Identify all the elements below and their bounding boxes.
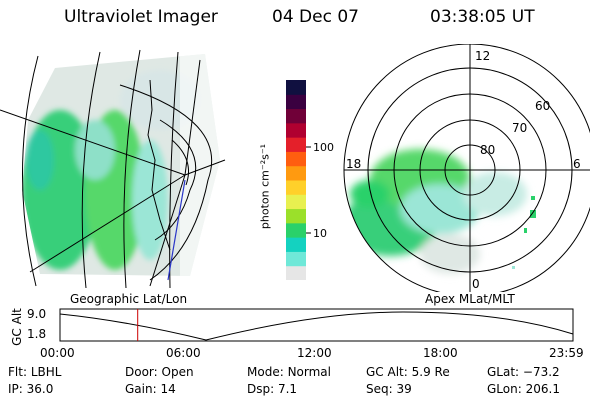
polar-grid [343,44,590,292]
colorbar-tick-label-100: 100 [313,141,334,154]
polar-lat-80: 80 [480,143,495,157]
status-gain-value: 14 [160,382,176,396]
altitude-xtick-2359: 23:59 [549,346,584,360]
altitude-xtick-1800: 18:00 [423,346,458,360]
polar-aurora-image [344,149,536,274]
status-dsp: Dsp: 7.1 [247,382,297,396]
polar-map-label: Apex MLat/MLT [425,292,515,306]
colorbar-unit-label: photon cm⁻²s⁻¹ [258,143,272,230]
geo-map-label: Geographic Lat/Lon [70,292,188,306]
polar-map: 12 6 0 18 60 70 80 [343,44,590,292]
status-ip: IP: 36.0 [8,382,53,396]
geo-aurora-image [22,54,220,276]
status-seq-value: 39 [396,382,412,396]
polar-mlt-12: 12 [475,49,490,63]
colorbar-segment [286,94,306,110]
status-dsp-value: 7.1 [277,382,298,396]
colorbar-segment [286,265,306,281]
colorbar-tick-label-10: 10 [313,227,327,240]
colorbar-segment [286,108,306,124]
observation-time: 03:38:05 UT [430,7,535,27]
status-seq: Seq: 39 [366,382,412,396]
altitude-xtick-0000: 00:00 [40,346,75,360]
altitude-xtick-1200: 12:00 [297,346,332,360]
geo-coastline [147,79,171,251]
status-gain: Gain: 14 [125,382,176,396]
colorbar [286,80,306,281]
polar-lat-70: 70 [512,121,527,135]
colorbar-segment [286,165,306,181]
polar-mlt-0: 0 [472,277,480,291]
altitude-plot-frame [59,308,574,342]
status-gc-alt-label: GC Alt: [366,365,408,379]
status-door-value: Open [161,365,194,379]
altitude-ytick-top: 9.0 [27,307,47,321]
status-glon: GLon: 206.1 [487,382,560,396]
status-door-label: Door: [125,365,158,379]
geographic-map [0,49,226,289]
colorbar-segment [286,237,306,252]
altitude-xtick-0600: 06:00 [166,346,201,360]
status-ip-label: IP: [8,382,23,396]
status-glon-label: GLon: [487,382,522,396]
colorbar-axis [306,146,311,234]
status-filter: Flt: LBHL [8,365,61,379]
colorbar-segment [286,251,306,267]
colorbar-segment [286,151,306,167]
colorbar-segment [286,194,306,210]
status-mode-label: Mode: [247,365,284,379]
status-filter-value: LBHL [30,365,62,379]
status-glon-value: 206.1 [525,382,560,396]
colorbar-segment [286,122,306,138]
colorbar-segment [286,137,306,152]
polar-mlt-6: 6 [573,157,581,171]
instrument-title: Ultraviolet Imager [64,7,218,27]
altitude-curve [59,311,574,341]
status-glat: GLat: −73.2 [487,365,560,379]
altitude-ytick-bottom: 1.8 [27,327,47,341]
status-glat-label: GLat: [487,365,520,379]
status-mode-value: Normal [287,365,331,379]
status-mode: Mode: Normal [247,365,331,379]
colorbar-segment [286,208,306,224]
observation-date: 04 Dec 07 [272,7,359,27]
polar-lat-60: 60 [535,99,550,113]
colorbar-segment [286,222,306,238]
status-door: Door: Open [125,365,194,379]
geo-terminator-line [167,179,186,281]
colorbar-gradient [286,80,306,281]
altitude-ylabel: GC Alt [10,308,24,346]
status-filter-label: Flt: [8,365,27,379]
altitude-plot [59,308,574,342]
polar-mlt-18: 18 [346,157,361,171]
status-glat-value: −73.2 [522,365,560,379]
status-dsp-label: Dsp: [247,382,275,396]
colorbar-segment [286,80,306,95]
status-seq-label: Seq: [366,382,393,396]
status-gc-alt: GC Alt: 5.9 Re [366,365,450,379]
status-gc-alt-value: 5.9 Re [411,365,450,379]
status-gain-label: Gain: [125,382,157,396]
status-ip-value: 36.0 [26,382,54,396]
colorbar-segment [286,180,306,195]
